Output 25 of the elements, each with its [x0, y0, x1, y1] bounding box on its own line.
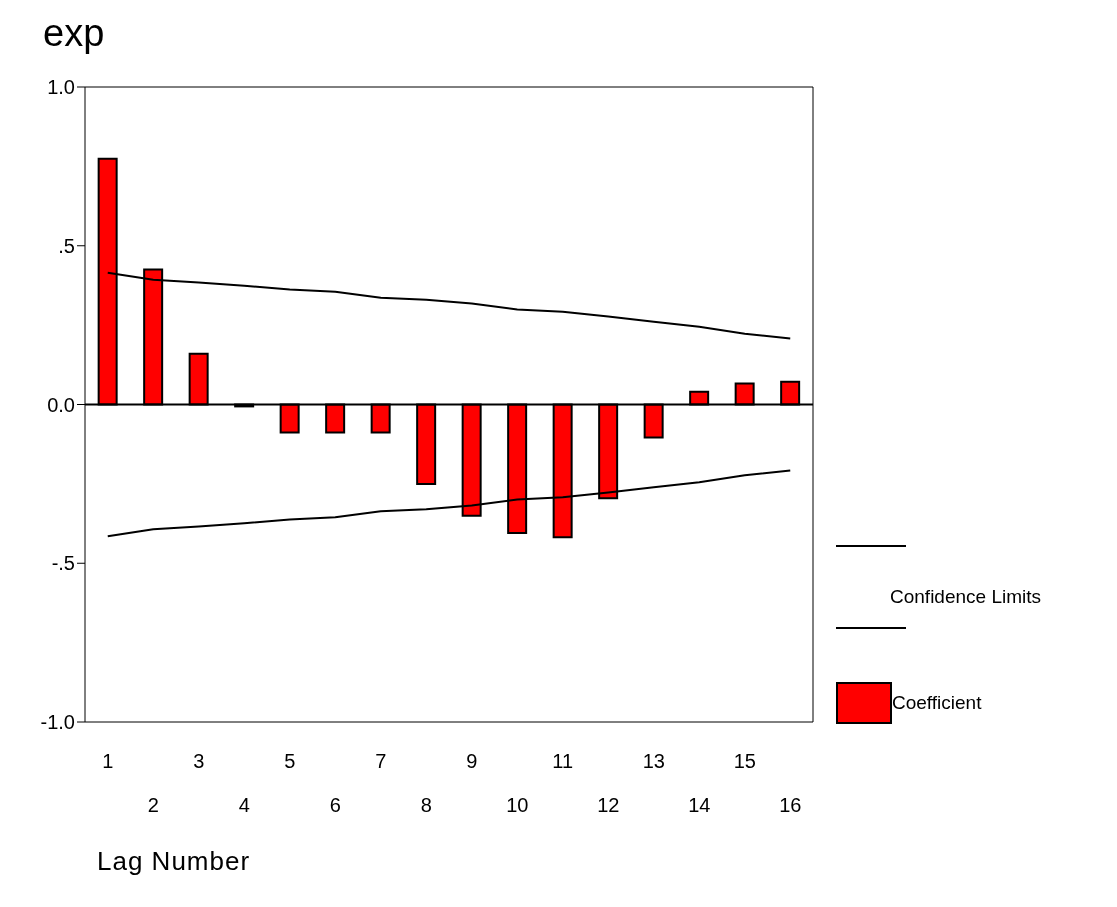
chart-title: exp	[43, 12, 105, 55]
x-tick-label: 6	[329, 794, 341, 816]
x-tick-label: 10	[506, 794, 529, 816]
x-tick-label: 11	[552, 750, 574, 772]
legend-label: Coefficient	[892, 692, 982, 714]
x-tick-label: 13	[642, 750, 665, 772]
x-tick-label: 3	[193, 750, 205, 772]
text: Confidence Limits	[890, 586, 1042, 608]
x-tick-label: 9	[466, 750, 478, 772]
x-tick-label: 14	[688, 794, 711, 816]
x-tick-label: 8	[420, 794, 432, 816]
x-tick-label: 15	[733, 750, 756, 772]
x-axis-title: Lag Number	[97, 846, 251, 876]
x-tick-label: 4	[238, 794, 250, 816]
x-tick-label: 1	[102, 750, 114, 772]
x-tick-label: 16	[779, 794, 802, 816]
y-tick-label: 0.0	[47, 393, 75, 416]
y-tick-label: 1.0	[47, 76, 75, 99]
x-tick-label: 7	[375, 750, 387, 772]
x-tick-label: 2	[147, 794, 159, 816]
y-tick-label: -1.0	[40, 711, 75, 734]
y-tick-label: -.5	[51, 552, 75, 575]
x-tick-label: 12	[597, 794, 620, 816]
y-tick-label: .5	[58, 234, 75, 257]
x-tick-label: 5	[284, 750, 296, 772]
